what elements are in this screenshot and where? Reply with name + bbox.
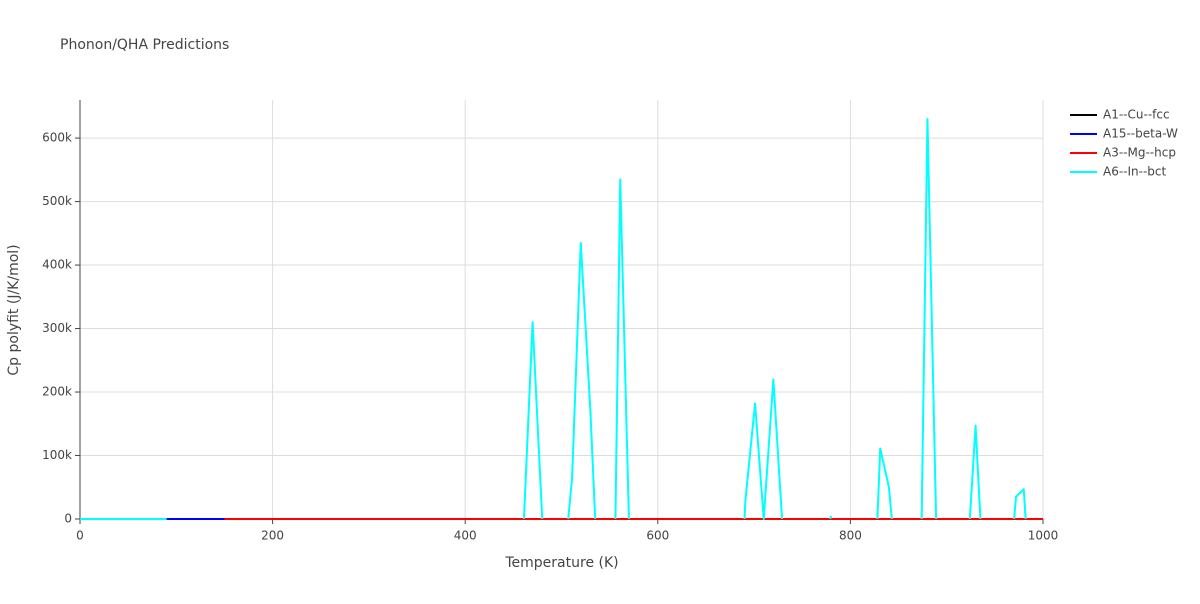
plot-area	[80, 118, 1043, 520]
x-tick-label: 600	[646, 529, 669, 543]
y-tick-label: 200k	[42, 385, 72, 399]
y-tick-label: 0	[64, 512, 72, 526]
y-tick-label: 100k	[42, 448, 72, 462]
y-tick-label: 300k	[42, 321, 72, 335]
x-tick-label: 400	[454, 529, 477, 543]
chart-title: Phonon/QHA Predictions	[60, 37, 229, 53]
x-tick-label: 200	[261, 529, 284, 543]
x-axis-label: Temperature (K)	[504, 555, 618, 571]
y-axis-label: Cp polyfit (J/K/mol)	[6, 244, 22, 375]
series-line	[80, 118, 1027, 520]
x-tick-label: 800	[839, 529, 862, 543]
y-tick-label: 500k	[42, 194, 72, 208]
legend-label: A3--Mg--hcp	[1103, 146, 1176, 160]
legend: A1--Cu--fcc A15--beta-W A3--Mg--hcp A6--In-…	[1070, 108, 1178, 179]
legend-label: A6--In--bct	[1103, 165, 1167, 179]
x-tick-label: 0	[76, 529, 84, 543]
x-tick-label: 1000	[1028, 529, 1059, 543]
y-tick-label: 400k	[42, 258, 72, 272]
y-tick-label: 600k	[42, 131, 72, 145]
legend-label: A1--Cu--fcc	[1103, 108, 1170, 122]
legend-label: A15--beta-W	[1103, 127, 1178, 141]
